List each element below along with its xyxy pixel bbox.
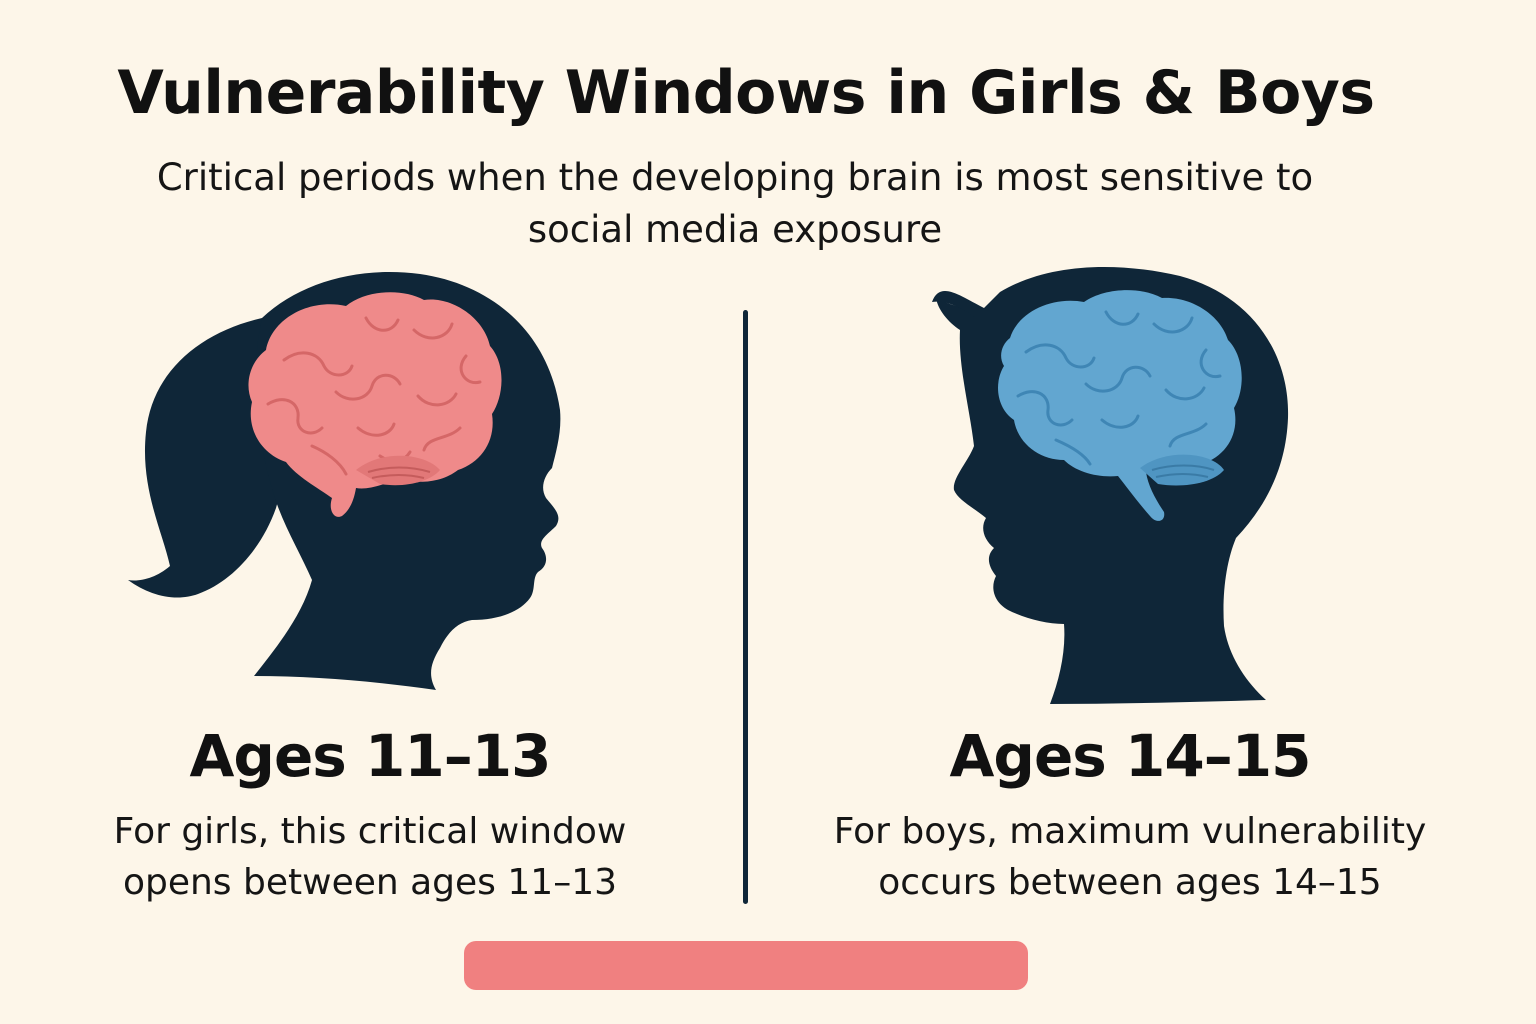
accent-bar bbox=[464, 941, 1028, 990]
page-title: Vulnerability Windows in Girls & Boys bbox=[117, 58, 1375, 128]
girl-age-label: Ages 11–13 bbox=[189, 722, 552, 790]
boy-description: For boys, maximum vulnerability occurs b… bbox=[833, 811, 1427, 903]
center-divider bbox=[743, 310, 748, 904]
girl-description: For girls, this critical window opens be… bbox=[113, 811, 627, 903]
pink-brain-icon bbox=[248, 292, 502, 517]
page-subtitle: Critical periods when the developing bra… bbox=[156, 156, 1314, 251]
blue-brain-icon bbox=[998, 290, 1242, 521]
boy-age-label: Ages 14–15 bbox=[949, 722, 1312, 790]
